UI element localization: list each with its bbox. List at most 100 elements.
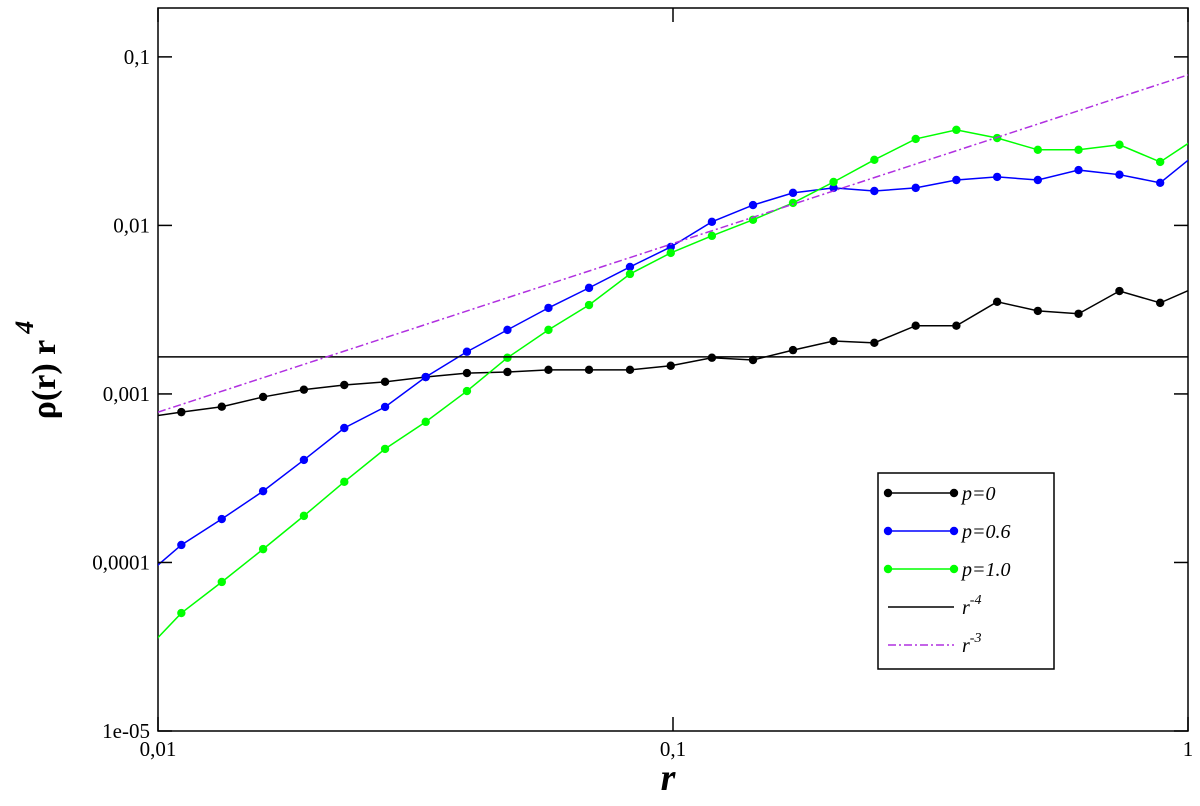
data-point — [625, 262, 635, 272]
legend-label: r-3 — [962, 631, 981, 657]
data-point — [1033, 175, 1043, 185]
y-tick-label: 0,1 — [124, 45, 150, 69]
data-point — [380, 444, 390, 454]
data-point — [258, 392, 268, 402]
data-point — [666, 248, 675, 258]
data-point — [625, 365, 635, 375]
legend-label-sup: -4 — [970, 593, 982, 608]
legend-marker — [883, 526, 893, 536]
data-point — [380, 377, 390, 387]
data-point — [829, 336, 838, 346]
legend-label: p=0.6 — [960, 521, 1011, 543]
y-tick-label: 0,001 — [103, 382, 150, 406]
data-point — [788, 345, 798, 355]
data-point — [584, 365, 594, 375]
data-point — [421, 417, 430, 427]
data-point — [707, 217, 717, 227]
legend-label-main: p=0 — [960, 483, 996, 505]
data-point — [666, 361, 675, 370]
data-point — [462, 368, 472, 378]
data-point — [911, 321, 920, 330]
data-point — [829, 177, 838, 187]
data-point — [217, 577, 226, 587]
data-point — [748, 200, 758, 210]
data-point — [1115, 286, 1124, 296]
data-point — [177, 540, 186, 550]
data-point — [707, 353, 717, 362]
legend-label: p=1.0 — [960, 559, 1011, 581]
legend: p=0p=0.6p=1.0r-4r-3 — [877, 472, 1055, 670]
data-point — [911, 134, 920, 144]
data-point — [340, 380, 349, 390]
data-point — [829, 183, 838, 193]
data-point — [1155, 178, 1165, 187]
data-point — [870, 338, 879, 348]
data-point — [748, 355, 758, 365]
data-point — [258, 486, 268, 496]
data-point — [421, 372, 430, 382]
data-point — [1115, 140, 1124, 149]
data-point — [503, 325, 512, 335]
data-point — [340, 477, 349, 487]
data-point — [952, 175, 961, 185]
data-point — [544, 303, 553, 313]
y-tick-label: 0,0001 — [92, 550, 150, 574]
data-point — [870, 186, 879, 196]
data-point — [748, 215, 758, 224]
data-point — [911, 183, 920, 193]
data-point — [299, 385, 309, 394]
legend-marker — [949, 488, 959, 498]
data-point — [340, 423, 349, 433]
y-tick-label: 0,01 — [113, 213, 150, 237]
legend-marker — [883, 564, 893, 574]
data-point — [707, 231, 717, 241]
data-point — [462, 386, 472, 396]
x-tick-label: 0,1 — [660, 737, 686, 761]
data-point — [544, 325, 553, 335]
data-point — [992, 172, 1002, 182]
data-point — [299, 455, 309, 465]
data-point — [952, 125, 961, 135]
series-line — [158, 289, 1188, 417]
legend-label: r-4 — [962, 593, 981, 619]
data-point — [503, 353, 512, 362]
data-point — [217, 514, 226, 524]
plot-area — [136, 74, 1188, 660]
data-point — [299, 511, 309, 521]
legend-label: p=0 — [960, 483, 996, 505]
legend-label-main: p=1.0 — [960, 559, 1011, 581]
data-point — [136, 652, 144, 660]
data-point — [1155, 157, 1165, 167]
data-point — [1033, 306, 1043, 316]
y-axis-label-main: ρ(r) r — [26, 340, 63, 420]
y-axis-label: ρ(r) r 4 — [10, 321, 63, 420]
x-tick-label: 0,01 — [140, 737, 177, 761]
series-line — [158, 74, 1188, 413]
data-point — [177, 407, 186, 417]
data-point — [1074, 165, 1083, 175]
data-point — [584, 300, 594, 310]
data-point — [380, 402, 390, 412]
data-point — [177, 608, 186, 618]
data-point — [952, 321, 961, 330]
data-point — [666, 242, 675, 252]
legend-label-main: r — [962, 635, 970, 657]
data-point — [503, 367, 512, 377]
data-point — [625, 269, 635, 279]
legend-marker — [949, 564, 959, 574]
x-axis-label: r — [661, 757, 677, 799]
y-tick-label: 1e-05 — [102, 719, 150, 743]
data-point — [258, 544, 268, 554]
y-axis-label-sup: 4 — [10, 321, 39, 335]
data-point — [788, 198, 798, 208]
data-point — [788, 188, 798, 198]
data-point — [870, 155, 879, 165]
legend-marker — [949, 526, 959, 536]
legend-marker — [883, 488, 893, 498]
data-point — [1115, 170, 1124, 179]
legend-label-main: p=0.6 — [960, 521, 1011, 543]
data-point — [462, 347, 472, 356]
data-point — [1033, 145, 1043, 154]
data-point — [1074, 309, 1083, 318]
